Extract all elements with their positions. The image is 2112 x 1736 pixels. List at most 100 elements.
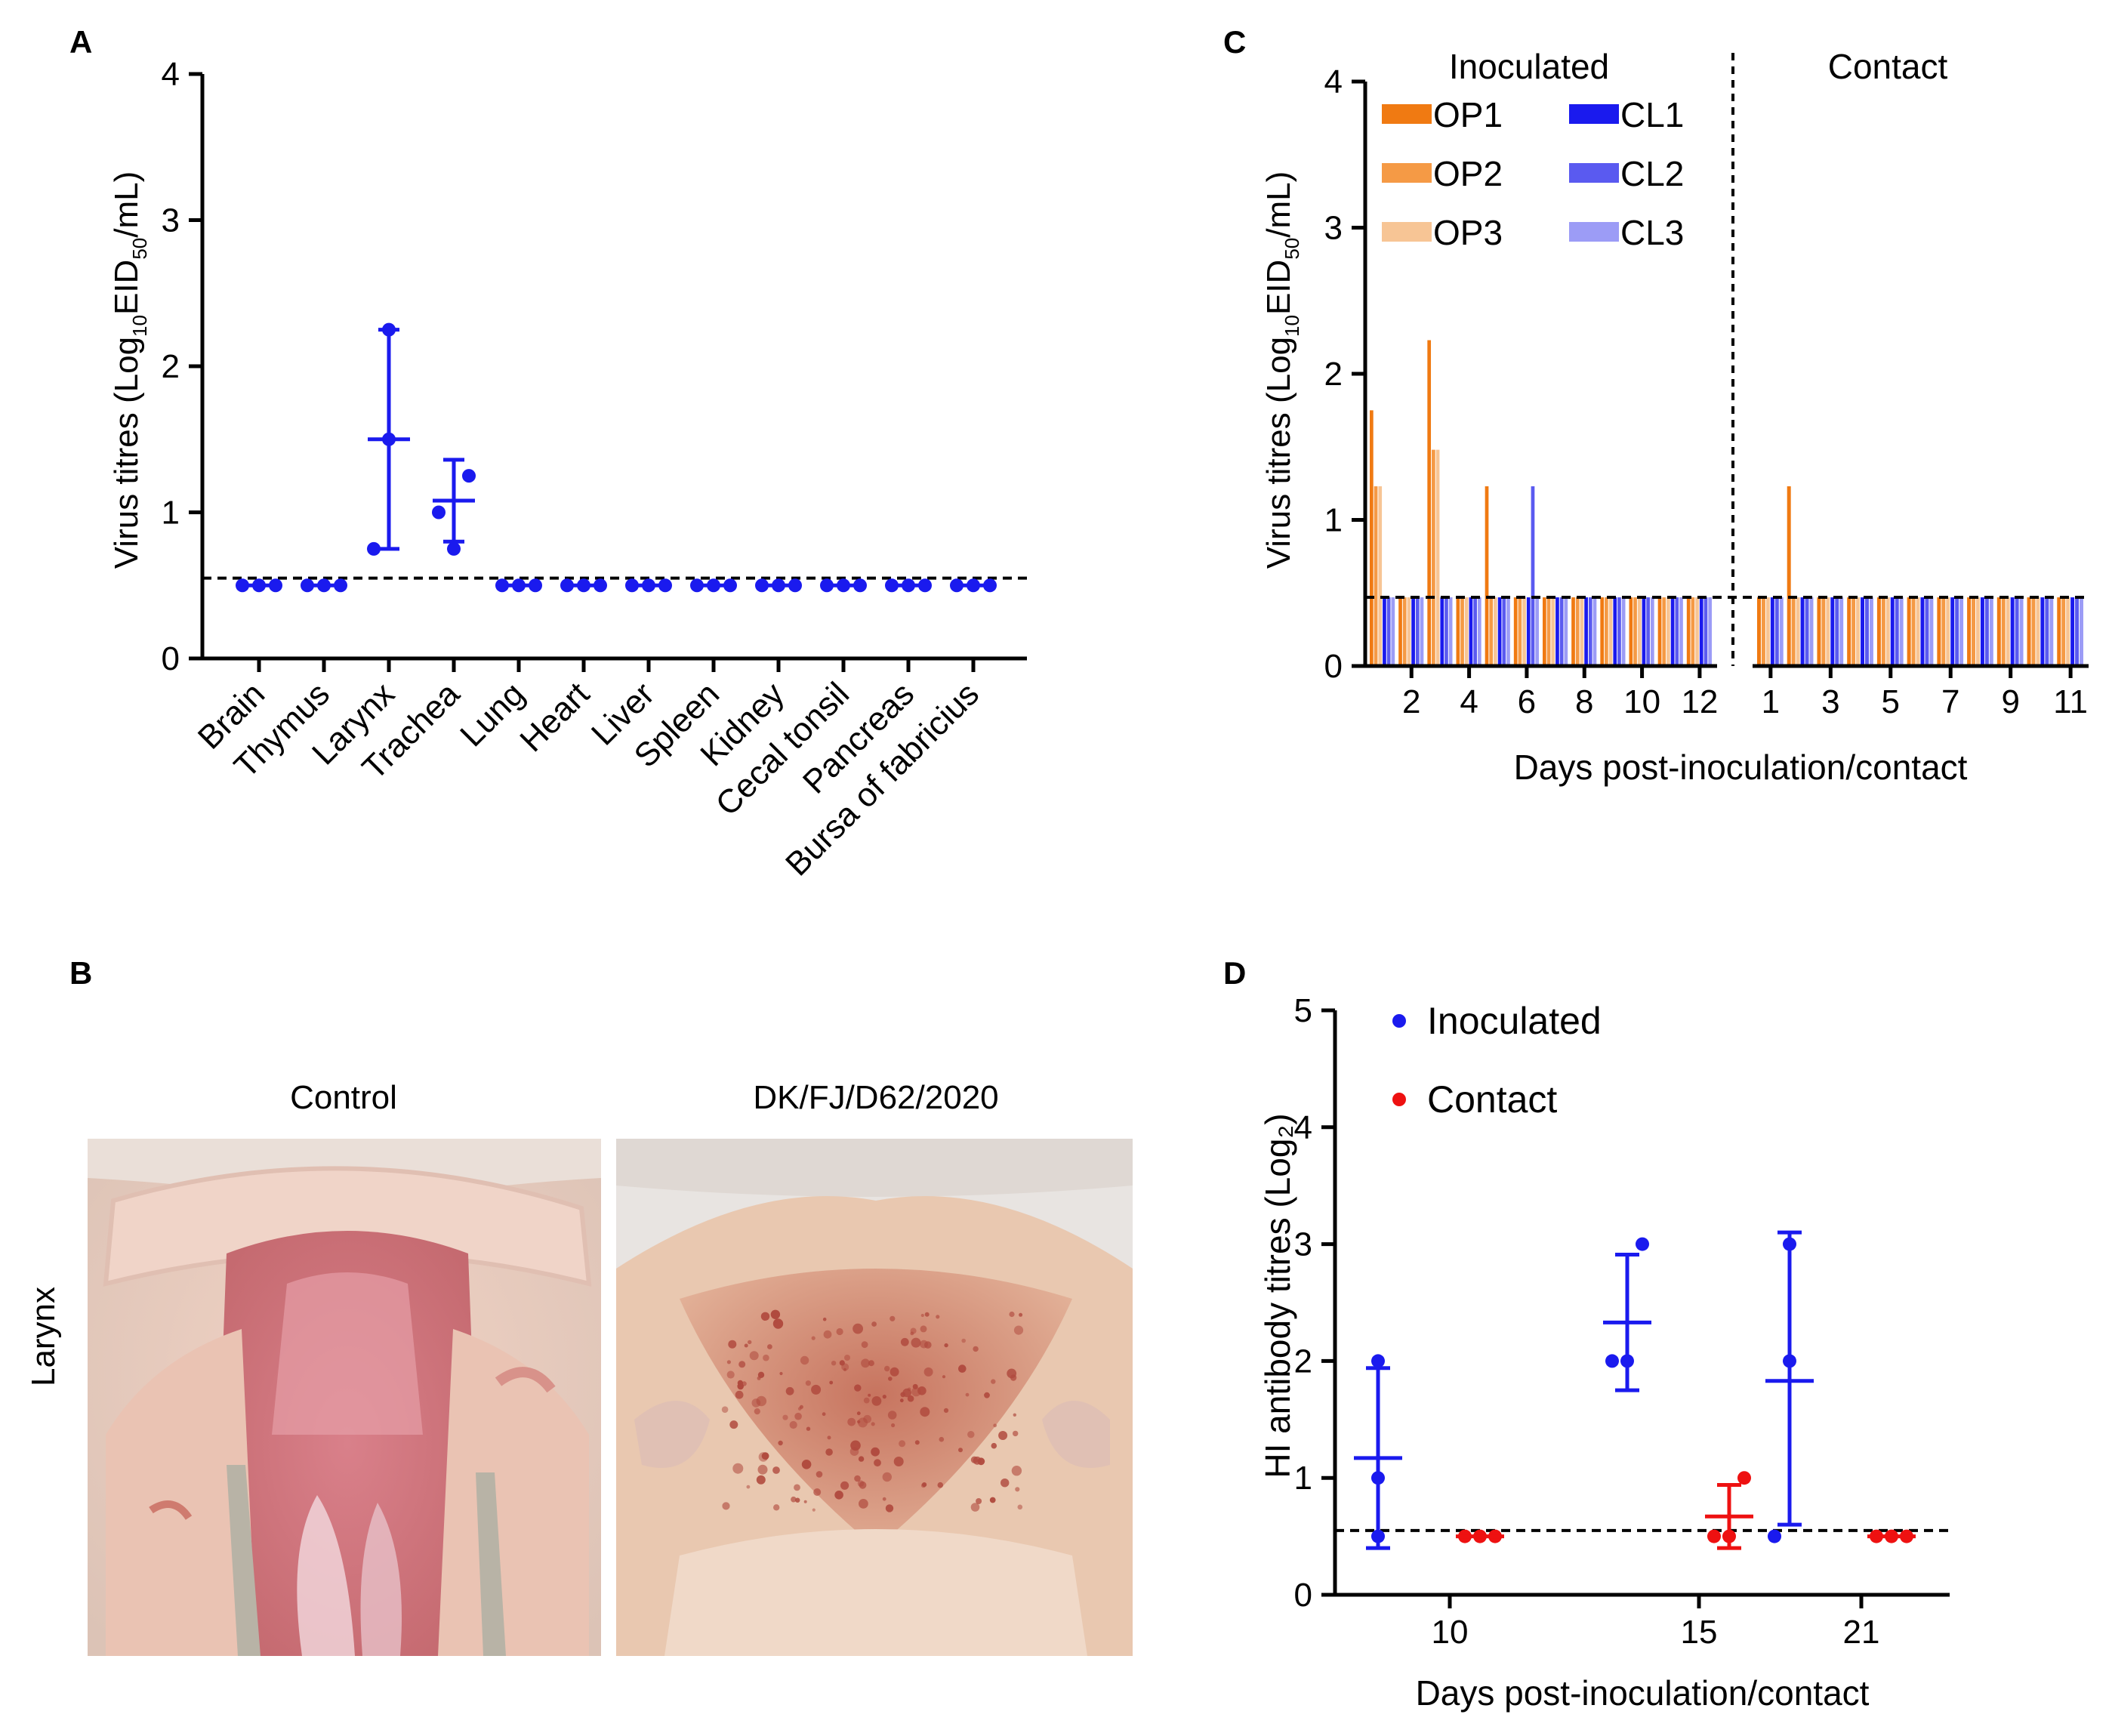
- hemorrhage-spot: [907, 1395, 914, 1402]
- chart-c-bar: [1662, 597, 1666, 666]
- chart-c-bar: [1575, 597, 1580, 666]
- chart-c-group-title-contact: Contact: [1828, 47, 1948, 86]
- chart-c-bar: [1571, 597, 1575, 666]
- chart-c-bar: [1774, 597, 1779, 666]
- photo-panel: Larynx Control DK/FJ/D62/2020: [25, 1079, 1133, 1656]
- hemorrhage-spot: [854, 1475, 861, 1482]
- hemorrhage-spot: [868, 1393, 871, 1397]
- hemorrhage-spot: [801, 1460, 812, 1469]
- hemorrhage-spot: [856, 1411, 861, 1416]
- chart-c-bar: [1402, 597, 1407, 666]
- chart-c-ylabel-sub1: 10: [1281, 315, 1303, 337]
- hemorrhage-spot: [1011, 1466, 1022, 1476]
- hemorrhage-spot: [756, 1475, 766, 1485]
- hemorrhage-spot: [893, 1457, 904, 1466]
- hemorrhage-spot: [757, 1464, 768, 1475]
- hemorrhage-spot: [749, 1351, 759, 1361]
- hemorrhage-spot: [1019, 1312, 1023, 1317]
- hemorrhage-spot: [761, 1452, 769, 1460]
- chart-c-legend-label: CL2: [1620, 154, 1684, 193]
- hemorrhage-spot: [1009, 1311, 1015, 1318]
- hemorrhage-spot: [965, 1392, 970, 1397]
- chart-c-bar: [1791, 597, 1796, 666]
- chart-c-bar: [1916, 597, 1920, 666]
- chart-c-bar: [1851, 597, 1856, 666]
- chart-c-bar: [1469, 597, 1473, 666]
- chart-a-ytick-label: 2: [162, 348, 180, 385]
- chart-c-bar: [1646, 597, 1650, 666]
- chart-c-bar: [1770, 597, 1774, 666]
- hemorrhage-spot: [1013, 1430, 1019, 1437]
- hemorrhage-spot: [1001, 1479, 1010, 1488]
- chart-d-ytick-label: 3: [1294, 1226, 1312, 1263]
- hemorrhage-spot: [863, 1397, 870, 1404]
- chart-c-bar: [1613, 597, 1617, 666]
- chart-c-bar: [1666, 597, 1670, 666]
- chart-c-bar: [1708, 597, 1712, 666]
- chart-c-bar: [1617, 597, 1621, 666]
- chart-c-xtick-label: 2: [1402, 683, 1420, 720]
- chart-c-legend-swatch: [1569, 104, 1619, 124]
- chart-a-ylabel-pre: Virus titres (Log: [108, 337, 145, 569]
- hemorrhage-spot: [738, 1361, 746, 1368]
- chart-c-xlabel: Days post-inoculation/contact: [1514, 748, 1968, 787]
- chart-c-bar: [1642, 597, 1646, 666]
- hemorrhage-spot: [726, 1371, 735, 1379]
- chart-c-bar: [1411, 597, 1415, 666]
- photo-row-label: Larynx: [25, 1287, 62, 1386]
- chart-c-bar: [2027, 597, 2031, 666]
- chart-c-xtick-label: 7: [1941, 683, 1959, 720]
- chart-c-bar: [1448, 597, 1453, 666]
- chart-c-bar: [1885, 597, 1890, 666]
- chart-d-legend-marker: [1392, 1093, 1406, 1106]
- hemorrhage-spot: [967, 1431, 975, 1438]
- chart-c-bar: [1876, 597, 1881, 666]
- chart-a-point: [367, 541, 381, 556]
- chart-c-bar: [1391, 597, 1395, 666]
- chart-c-bar: [1600, 597, 1605, 666]
- hemorrhage-spot: [805, 1380, 811, 1386]
- hemorrhage-spot: [885, 1504, 894, 1512]
- hemorrhage-spot: [767, 1344, 772, 1349]
- chart-c-bar: [1907, 597, 1911, 666]
- chart-c-bar: [1675, 597, 1679, 666]
- hemorrhage-spot: [770, 1309, 781, 1320]
- chart-d-xlabel: Days post-inoculation/contact: [1416, 1673, 1870, 1713]
- hemorrhage-spot: [800, 1355, 809, 1365]
- photo-left-title: Control: [290, 1079, 397, 1116]
- hemorrhage-spot: [1017, 1504, 1023, 1510]
- chart-d-xtick-label: 15: [1681, 1614, 1718, 1651]
- chart-c-bar: [1679, 597, 1683, 666]
- hemorrhage-spot: [976, 1498, 982, 1504]
- hemorrhage-spot: [791, 1496, 797, 1503]
- hemorrhage-spot: [861, 1341, 868, 1349]
- hemorrhage-spot: [1015, 1487, 1020, 1492]
- chart-a-point: [432, 505, 446, 520]
- hemorrhage-spot: [914, 1440, 920, 1445]
- hemorrhage-spot: [861, 1358, 870, 1368]
- hemorrhage-spot: [884, 1365, 890, 1372]
- hemorrhage-spot: [772, 1466, 780, 1474]
- chart-c-bar: [1650, 597, 1654, 666]
- chart-d-ytick-label: 2: [1294, 1343, 1312, 1380]
- chart-c-bar: [1703, 597, 1708, 666]
- hemorrhage-spot: [844, 1355, 850, 1361]
- chart-c-bar: [1407, 597, 1411, 666]
- chart-c-bar: [1546, 597, 1551, 666]
- chart-c-bar: [1526, 597, 1531, 666]
- panel-label-d: D: [1223, 955, 1246, 991]
- hemorrhage-spot: [973, 1346, 979, 1352]
- hemorrhage-spot: [868, 1360, 874, 1367]
- chart-c-bar: [1440, 597, 1444, 666]
- chart-c-bar: [1920, 597, 1925, 666]
- hemorrhage-spot: [871, 1422, 875, 1426]
- hemorrhage-spot: [794, 1484, 800, 1491]
- hemorrhage-spot: [871, 1447, 880, 1457]
- hemorrhage-spot: [924, 1312, 930, 1317]
- chart-a-xtick-label: Lung: [453, 675, 532, 754]
- hemorrhage-spot: [729, 1420, 738, 1429]
- hemorrhage-spot: [937, 1482, 944, 1488]
- chart-a-ytick-label: 0: [162, 640, 180, 677]
- hemorrhage-spot: [779, 1371, 783, 1376]
- hemorrhage-spot: [748, 1340, 752, 1345]
